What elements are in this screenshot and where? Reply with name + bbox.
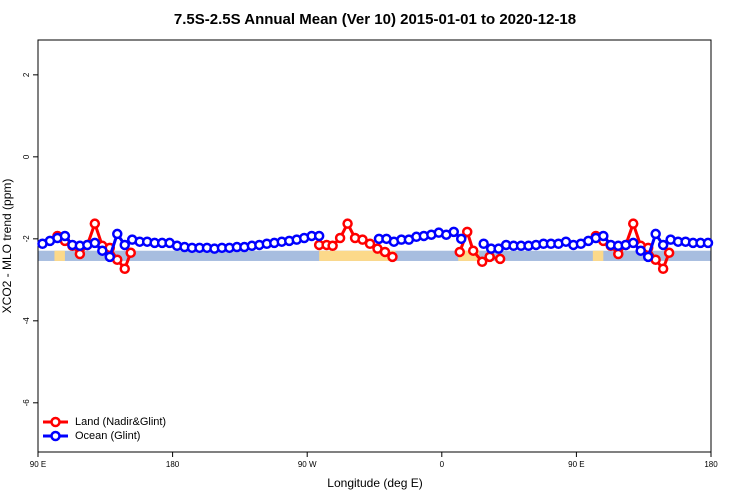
point	[657, 239, 669, 251]
point	[112, 228, 123, 240]
point	[627, 237, 639, 249]
point	[89, 218, 101, 229]
chart-title: 7.5S-2.5S Annual Mean (Ver 10) 2015-01-0…	[174, 11, 576, 28]
point	[104, 251, 116, 263]
y-tick-label: -4	[22, 317, 31, 325]
point	[119, 239, 130, 251]
point	[119, 263, 130, 275]
point	[364, 238, 376, 249]
point	[59, 230, 71, 242]
point	[467, 245, 479, 256]
x-tick-label: 180	[704, 460, 718, 469]
point	[357, 234, 368, 245]
point	[455, 233, 467, 245]
point	[650, 228, 661, 240]
point	[627, 218, 639, 229]
legend-marker	[50, 430, 61, 442]
point	[125, 247, 136, 259]
x-tick-label: 180	[166, 460, 180, 469]
band	[319, 250, 396, 261]
point	[334, 232, 346, 244]
point	[74, 248, 86, 260]
point	[663, 247, 675, 259]
point	[454, 246, 465, 258]
point	[598, 230, 609, 242]
y-tick-label: 2	[22, 72, 31, 77]
point	[89, 237, 101, 249]
x-axis-label: Longitude (deg E)	[327, 476, 422, 490]
x-tick-label: 90 E	[30, 460, 46, 469]
x-tick-label: 0	[440, 460, 445, 469]
y-tick-label: 0	[22, 154, 31, 159]
legend-label: Ocean (Glint)	[75, 430, 140, 442]
x-tick-label: 90 E	[568, 460, 584, 469]
point	[476, 256, 488, 268]
point	[313, 230, 325, 242]
y-tick-label: -2	[22, 235, 31, 243]
point	[461, 226, 473, 238]
point	[494, 253, 506, 265]
point	[327, 240, 338, 252]
band	[592, 250, 604, 261]
point	[642, 251, 654, 263]
x-tick-label: 90 W	[298, 460, 317, 469]
point	[635, 245, 646, 256]
point	[613, 248, 624, 260]
y-axis-label: XCO2 - MLO trend (ppm)	[0, 179, 14, 314]
point	[478, 238, 489, 249]
y-tick-label: -6	[22, 399, 31, 407]
point	[97, 245, 108, 256]
point	[702, 237, 714, 249]
legend-marker	[50, 416, 61, 428]
legend-label: Land (Nadir&Glint)	[75, 416, 166, 428]
point	[484, 251, 495, 263]
band	[54, 250, 65, 261]
point	[387, 251, 398, 263]
point	[379, 246, 391, 258]
band	[458, 250, 480, 261]
point	[448, 226, 460, 238]
point	[342, 218, 353, 229]
point	[657, 263, 669, 275]
